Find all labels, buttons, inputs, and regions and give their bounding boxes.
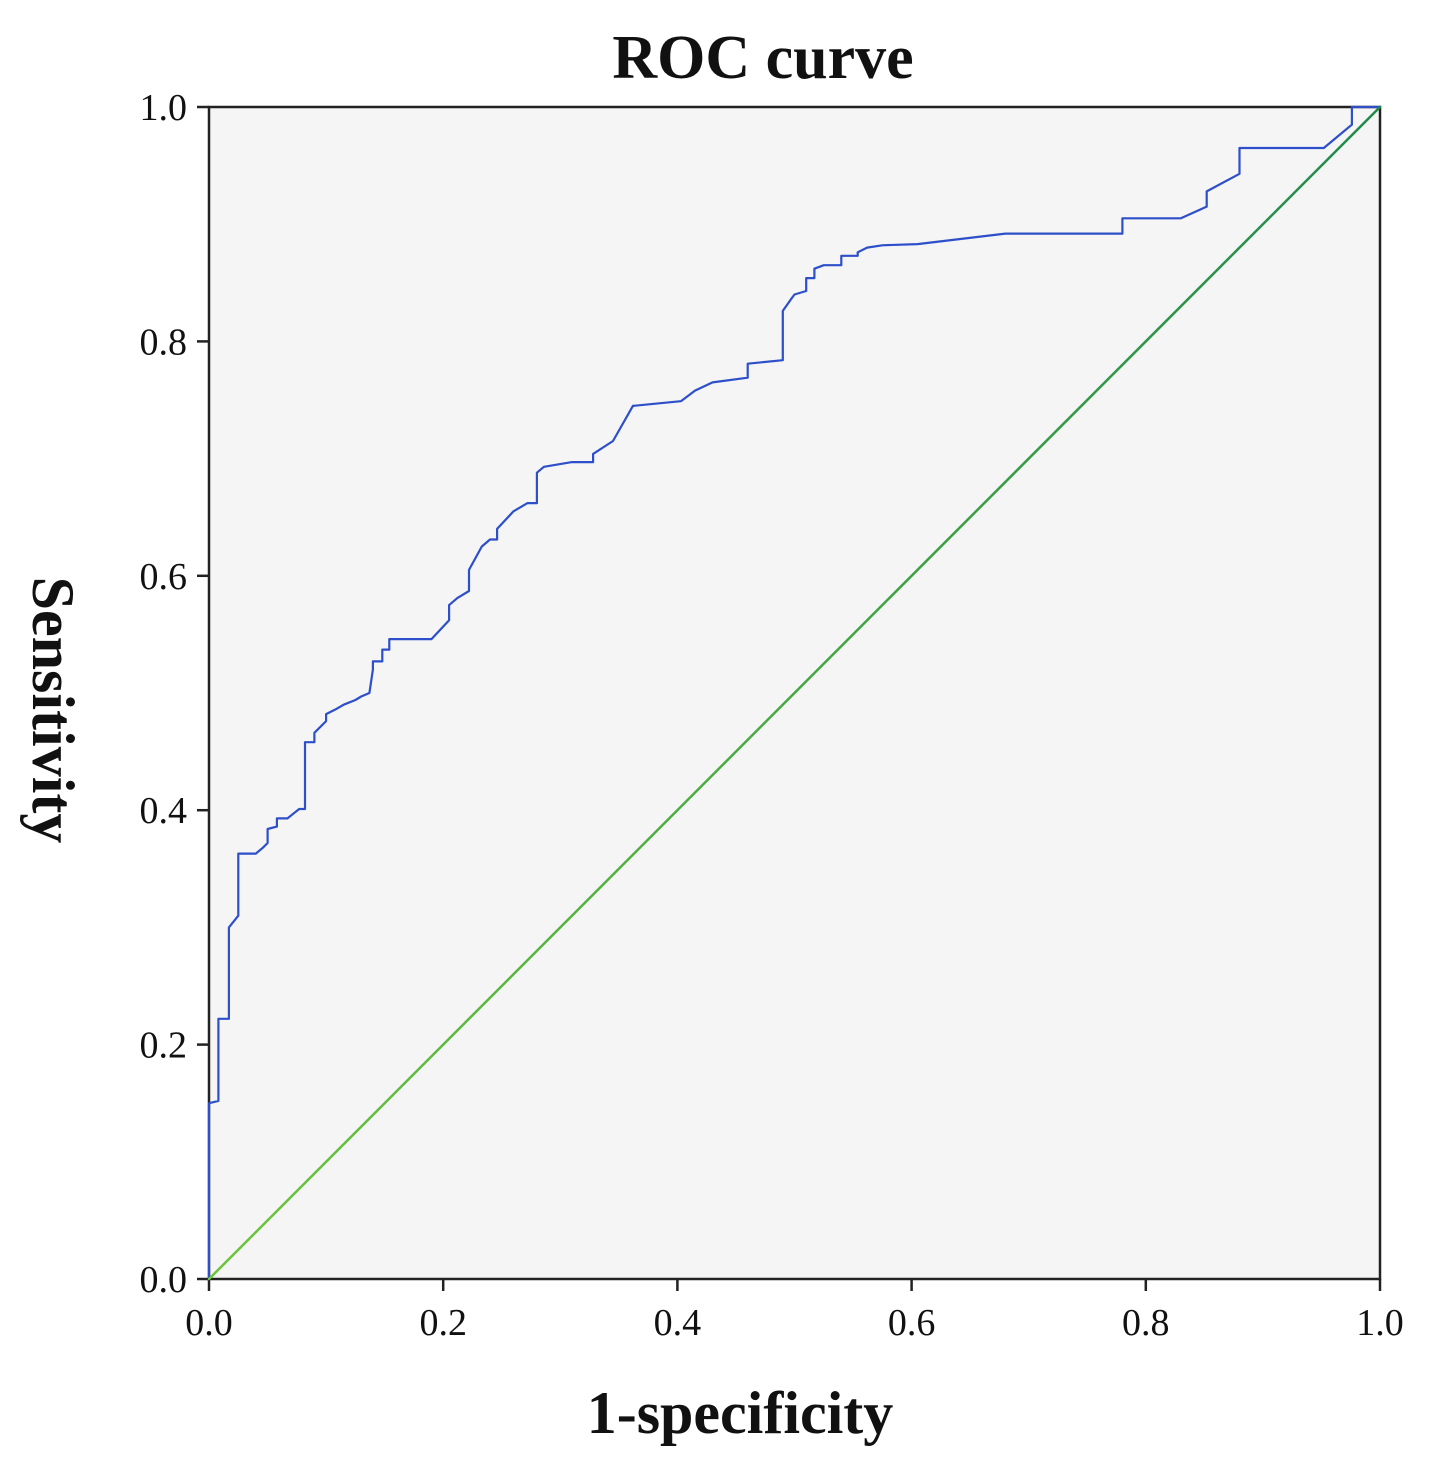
x-tick-label: 1.0 [1356, 1302, 1404, 1344]
y-axis-title: Sensitivity [20, 577, 86, 844]
y-tick-label: 0.4 [140, 790, 188, 832]
series-lines [207, 105, 1382, 1281]
x-axis-ticks: 0.0 0.2 0.4 0.6 0.8 1.0 [185, 1279, 1404, 1344]
y-tick-label: 0.0 [140, 1259, 188, 1301]
y-tick-label: 0.2 [140, 1025, 188, 1067]
y-axis-ticks: 0.0 0.2 0.4 0.6 0.8 1.0 [140, 87, 209, 1301]
roc-curve-line [207, 105, 1382, 1281]
y-tick-label: 0.6 [140, 556, 188, 598]
x-tick-label: 0.8 [1122, 1302, 1170, 1344]
x-axis-title: 1-specificity [587, 1380, 894, 1446]
x-tick-label: 0.4 [654, 1302, 702, 1344]
x-tick-label: 0.2 [419, 1302, 467, 1344]
y-tick-label: 1.0 [140, 87, 188, 129]
chart-title: ROC curve [612, 24, 913, 92]
x-tick-label: 0.0 [185, 1302, 233, 1344]
plot-frame [207, 105, 1382, 1281]
y-tick-label: 0.8 [140, 321, 188, 363]
x-tick-label: 0.6 [888, 1302, 936, 1344]
axes [207, 105, 1382, 1281]
reference-diagonal-line [207, 105, 1382, 1281]
